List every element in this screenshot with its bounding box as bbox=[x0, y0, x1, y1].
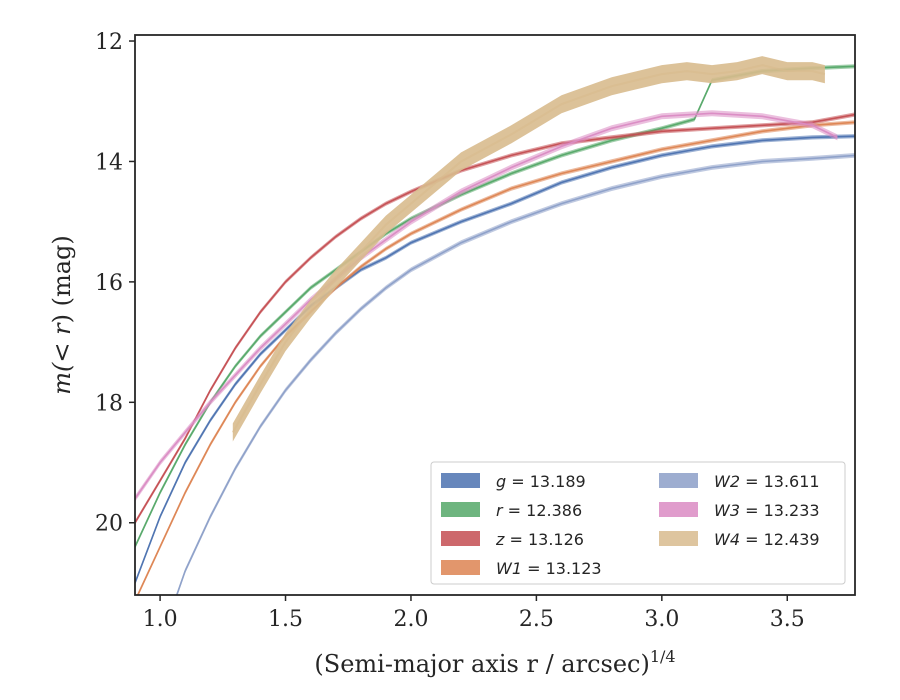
x-tick-label: 2.0 bbox=[393, 607, 428, 632]
y-tick-label: 12 bbox=[95, 30, 123, 55]
legend-equals: = bbox=[522, 559, 546, 578]
legend-label: r = 12.386 bbox=[496, 501, 582, 520]
legend-label: W1 = 13.123 bbox=[496, 559, 602, 578]
legend-label: g = 13.189 bbox=[496, 472, 586, 491]
series-w3-line bbox=[135, 112, 838, 500]
legend-item-w3: W3 = 13.233 bbox=[659, 501, 820, 520]
series-w4-line bbox=[231, 64, 826, 433]
legend-equals: = bbox=[506, 472, 530, 491]
legend-band: g bbox=[496, 472, 506, 491]
legend-value: 13.189 bbox=[530, 472, 586, 491]
series-r-line bbox=[135, 65, 855, 548]
legend-equals: = bbox=[740, 501, 764, 520]
legend-label: W4 = 12.439 bbox=[714, 530, 820, 549]
legend-swatch bbox=[659, 502, 698, 517]
legend-band: z bbox=[495, 530, 505, 549]
legend-value: 13.611 bbox=[764, 472, 820, 491]
legend-equals: = bbox=[740, 472, 764, 491]
y-tick-label: 14 bbox=[95, 150, 123, 175]
y-tick-label: 20 bbox=[95, 512, 123, 537]
legend-value: 12.386 bbox=[526, 501, 582, 520]
legend-swatch bbox=[441, 560, 480, 575]
x-axis-label-exponent: 1/4 bbox=[650, 647, 676, 666]
series-z bbox=[135, 112, 855, 525]
legend-swatch bbox=[441, 473, 480, 488]
legend-item-z: z = 13.126 bbox=[441, 530, 584, 549]
legend-label: W3 = 13.233 bbox=[714, 501, 820, 520]
series-w2 bbox=[175, 153, 855, 595]
legend-item-w1: W1 = 13.123 bbox=[441, 559, 602, 578]
legend-value: 13.126 bbox=[528, 530, 584, 549]
series-g-line bbox=[135, 135, 855, 584]
legend-band: r bbox=[496, 501, 504, 520]
y-tick-label: 18 bbox=[95, 391, 123, 416]
y-axis-label-mid: < r bbox=[48, 322, 76, 363]
legend-swatch bbox=[441, 502, 480, 517]
legend-item-w2: W2 = 13.611 bbox=[659, 472, 820, 491]
x-axis-label-text: (Semi-major axis r / arcsec) bbox=[314, 650, 649, 678]
legend-item-g: g = 13.189 bbox=[441, 472, 586, 491]
series-g bbox=[135, 134, 855, 586]
series-w4 bbox=[231, 56, 826, 442]
x-tick-label: 3.0 bbox=[644, 607, 679, 632]
legend-label: W2 = 13.611 bbox=[714, 472, 820, 491]
series-w2-line bbox=[175, 154, 855, 595]
y-axis-label-prefix: m( bbox=[48, 362, 76, 395]
legend-box bbox=[430, 461, 846, 585]
legend-swatch bbox=[441, 531, 480, 546]
legend-swatch bbox=[659, 473, 698, 488]
legend-equals: = bbox=[740, 530, 764, 549]
x-tick-label: 1.0 bbox=[143, 607, 178, 632]
series-w1-line bbox=[136, 121, 855, 595]
legend-value: 13.123 bbox=[546, 559, 602, 578]
legend-band: W4 bbox=[714, 530, 740, 549]
y-tick-label: 16 bbox=[95, 271, 123, 296]
legend-value: 13.233 bbox=[764, 501, 820, 520]
legend-equals: = bbox=[504, 530, 528, 549]
x-axis-label: (Semi-major axis r / arcsec)1/4 bbox=[314, 647, 675, 678]
legend-label: z = 13.126 bbox=[495, 530, 584, 549]
legend: g = 13.189 r = 12.386 z = 13.126 W1 = 13.12… bbox=[430, 461, 846, 585]
series-r bbox=[135, 64, 855, 549]
legend-band: W3 bbox=[714, 501, 740, 520]
series-w3 bbox=[135, 110, 838, 502]
x-tick-label: 1.5 bbox=[268, 607, 303, 632]
legend-item-r: r = 12.386 bbox=[441, 501, 582, 520]
series-w1 bbox=[136, 120, 855, 595]
legend-value: 12.439 bbox=[764, 530, 820, 549]
plot-frame bbox=[134, 34, 856, 596]
legend-equals: = bbox=[503, 501, 527, 520]
legend-band: W2 bbox=[714, 472, 740, 491]
legend-band: W1 bbox=[496, 559, 522, 578]
series-layer bbox=[135, 56, 855, 595]
legend-swatch bbox=[659, 531, 698, 546]
y-axis-label-suffix: ) (mag) bbox=[48, 235, 76, 323]
series-z-line bbox=[135, 113, 855, 524]
y-axis-label: m(< r) (mag) bbox=[48, 235, 76, 395]
x-tick-label: 2.5 bbox=[519, 607, 554, 632]
legend-item-w4: W4 = 12.439 bbox=[659, 530, 820, 549]
x-tick-label: 3.5 bbox=[770, 607, 805, 632]
ticks-layer: 1.0 1.5 2.0 2.5 3.0 3.5 12 14 16 18 20 bbox=[95, 30, 805, 632]
